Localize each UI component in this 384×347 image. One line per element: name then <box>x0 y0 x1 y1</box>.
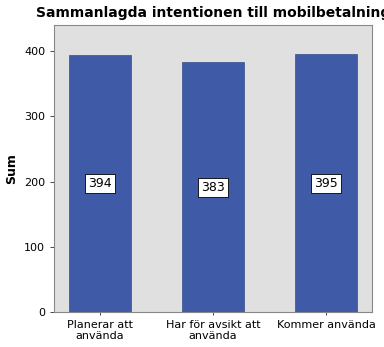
Text: 394: 394 <box>88 177 112 190</box>
Y-axis label: Sum: Sum <box>5 153 18 184</box>
Title: Sammanlagda intentionen till mobilbetalning: Sammanlagda intentionen till mobilbetaln… <box>36 6 384 19</box>
Text: 383: 383 <box>201 181 225 194</box>
Bar <box>69 55 131 312</box>
Bar <box>295 54 357 312</box>
Text: 395: 395 <box>314 177 338 190</box>
Bar <box>182 62 244 312</box>
